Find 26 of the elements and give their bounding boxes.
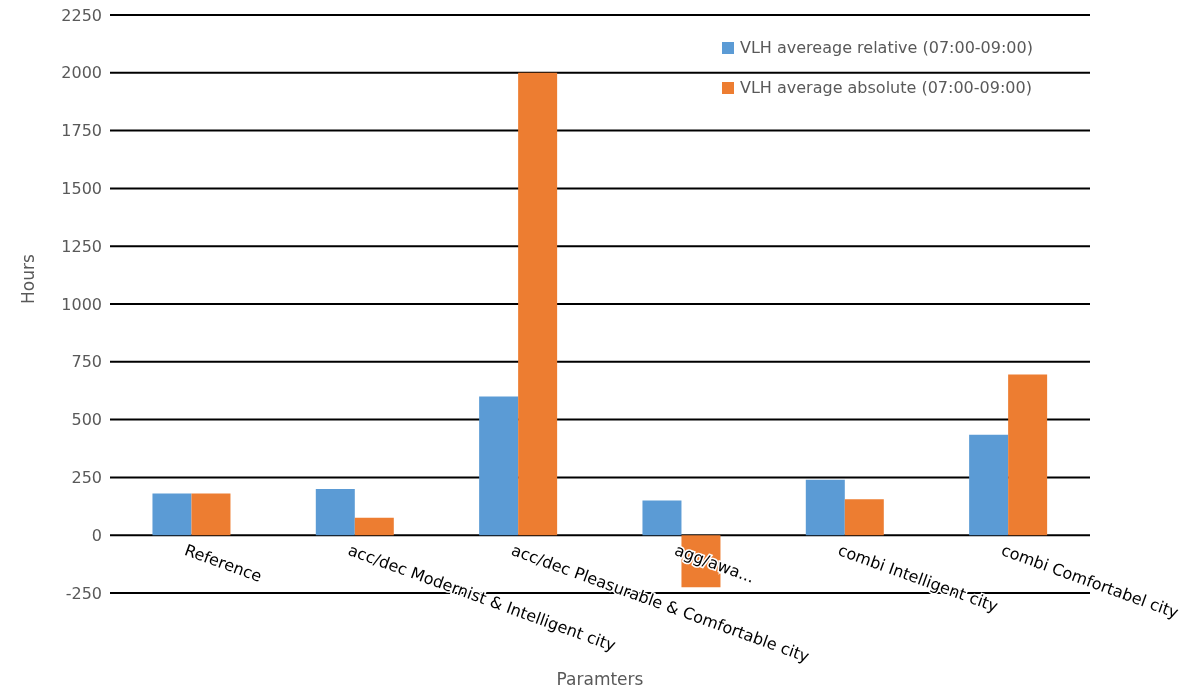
bar [805,479,845,536]
y-tick-label: 2250 [61,5,102,25]
y-tick-label: 1500 [61,179,102,199]
legend-label: VLH average absolute (07:00-09:00) [740,77,1032,99]
bar [315,488,355,536]
bar [1008,374,1048,536]
y-tick-label: 750 [71,352,102,372]
x-axis-title: Paramters [556,669,644,689]
bar [152,493,192,536]
y-tick-label: 1000 [61,294,102,314]
legend-label: VLH avereage relative (07:00-09:00) [740,37,1033,59]
bar [844,499,884,536]
bar [479,396,519,536]
bar [642,500,682,536]
y-tick-label: 250 [71,468,102,488]
y-tick-label: 500 [71,410,102,430]
y-tick-label: 1250 [61,236,102,256]
bar [518,72,558,536]
bar [969,434,1009,536]
bar [191,493,231,536]
y-axis-title: Hours [18,254,39,304]
y-tick-label: -250 [65,583,102,603]
y-tick-label: 1750 [61,121,102,141]
bar [354,517,394,536]
y-tick-label: 2000 [61,63,102,83]
y-tick-label: 0 [91,525,102,545]
